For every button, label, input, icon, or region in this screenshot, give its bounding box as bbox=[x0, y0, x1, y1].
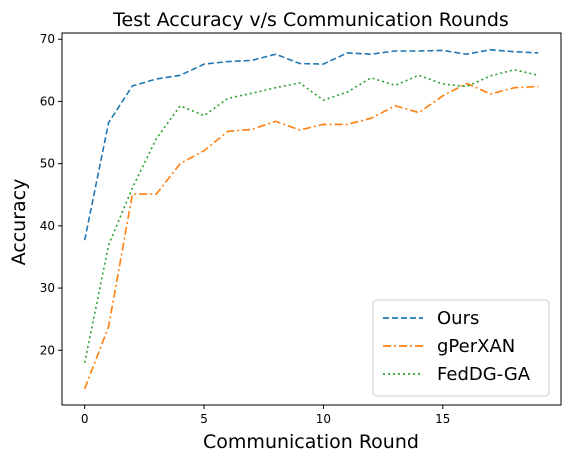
series-line-ours bbox=[85, 50, 539, 240]
x-tick-label: 10 bbox=[316, 412, 331, 426]
x-tick-label: 5 bbox=[200, 412, 208, 426]
chart-title: Test Accuracy v/s Communication Rounds bbox=[112, 9, 509, 31]
legend: Ours gPerXAN FedDG-GA bbox=[373, 300, 549, 396]
y-axis-ticks: 20 30 40 50 60 70 bbox=[40, 32, 62, 357]
x-tick-label: 0 bbox=[81, 412, 89, 426]
y-tick-label: 30 bbox=[40, 281, 55, 295]
legend-label: FedDG-GA bbox=[437, 364, 531, 385]
legend-label: Ours bbox=[437, 308, 479, 329]
y-axis-label: Accuracy bbox=[8, 179, 30, 266]
x-axis-ticks: 0 5 10 15 bbox=[81, 405, 451, 426]
y-tick-label: 50 bbox=[40, 157, 55, 171]
x-tick-label: 15 bbox=[435, 412, 450, 426]
y-tick-label: 70 bbox=[40, 32, 55, 46]
y-tick-label: 60 bbox=[40, 94, 55, 108]
y-tick-label: 20 bbox=[40, 343, 55, 357]
legend-label: gPerXAN bbox=[437, 336, 515, 357]
x-axis-label: Communication Round bbox=[203, 431, 419, 453]
y-tick-label: 40 bbox=[40, 219, 55, 233]
